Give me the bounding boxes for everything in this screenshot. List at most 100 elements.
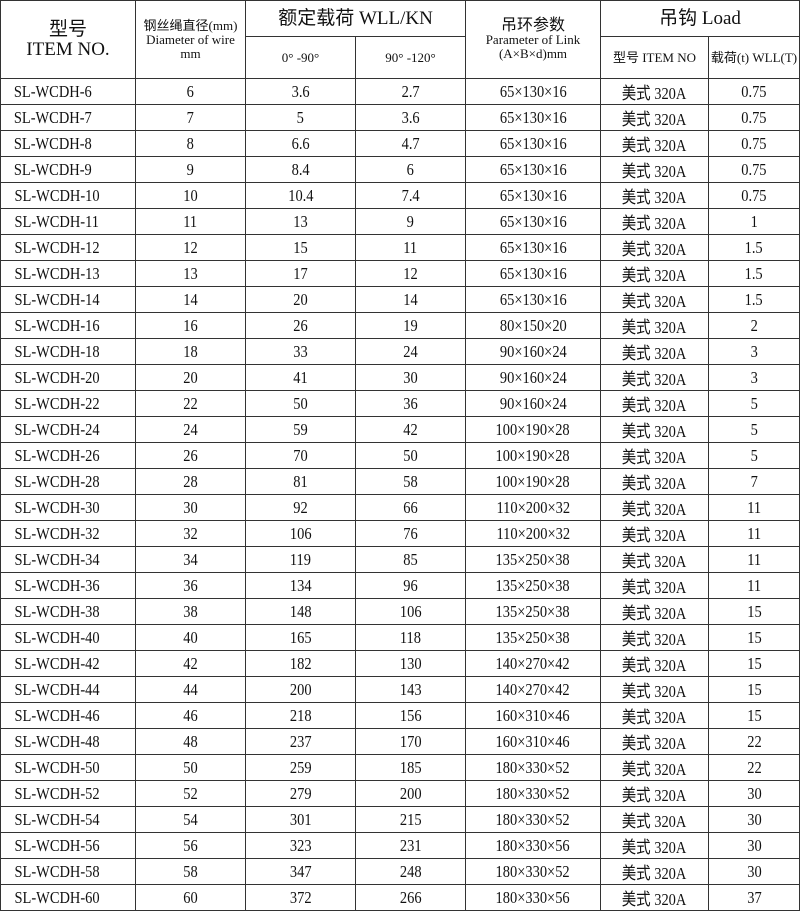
hook-load-value: 0.75: [741, 107, 767, 127]
wll-0-90-value: 33: [293, 341, 308, 361]
link-params-value: 110×200×32: [496, 523, 570, 543]
link-params-value: 135×250×38: [495, 549, 571, 569]
table-row: SL-WCDH-40 40 165 118 135×250×38 美式 320A 15: [0, 624, 800, 651]
wire-diameter-value: 32: [183, 523, 198, 543]
table-row: SL-WCDH-8 8 6.6 4.7 65×130×16 美式 320A 0.75: [0, 130, 800, 157]
item-no-cell: SL-WCDH-7: [0, 104, 136, 131]
link-params-value: 100×190×28: [495, 471, 571, 491]
wll-0-90-cell: 15: [245, 234, 356, 261]
wll-0-90-cell: 50: [245, 390, 356, 417]
wll-0-90-value: 301: [289, 809, 312, 829]
item-no-value: SL-WCDH-11: [14, 211, 100, 231]
link-params-cell: 90×160×24: [465, 390, 601, 417]
wire-diameter-cell: 7: [135, 104, 246, 131]
wire-diameter-value: 18: [183, 341, 198, 361]
wire-diameter-value: 48: [183, 731, 198, 751]
wll-90-120-cell: 6: [355, 156, 466, 183]
wll-0-90-cell: 165: [245, 624, 356, 651]
wll-90-120-value: 266: [399, 887, 422, 907]
wire-diameter-value: 11: [183, 211, 198, 231]
wll-90-120-value: 50: [403, 445, 418, 465]
hook-load-cell: 0.75: [707, 130, 800, 157]
hook-load-cell: 11: [707, 494, 800, 521]
item-no-cell: SL-WCDH-28: [0, 468, 136, 495]
hook-item-value: 美式 320A: [622, 318, 687, 337]
hook-load-value: 7: [750, 471, 758, 491]
wll-0-90-value: 5: [296, 107, 305, 127]
wll-90-120-value: 130: [399, 653, 422, 673]
item-no-value: SL-WCDH-13: [14, 263, 100, 283]
link-params-cell: 90×160×24: [465, 338, 601, 365]
table-row: SL-WCDH-20 20 41 30 90×160×24 美式 320A 3: [0, 364, 800, 391]
wll-90-120-cell: 185: [355, 754, 466, 781]
item-no-value: SL-WCDH-46: [14, 705, 100, 725]
hook-load-value: 37: [746, 887, 762, 907]
table-row: SL-WCDH-42 42 182 130 140×270×42 美式 320A 15: [0, 650, 800, 677]
hook-item-value: 美式 320A: [622, 474, 687, 493]
hook-item-value: 美式 320A: [622, 370, 687, 389]
wll-90-120-value: 12: [403, 263, 418, 283]
wire-diameter-value: 9: [186, 159, 195, 179]
table-row: SL-WCDH-28 28 81 58 100×190×28 美式 320A 7: [0, 468, 800, 495]
wll-0-90-value: 148: [289, 601, 312, 621]
hook-load-value: 0.75: [741, 159, 767, 179]
table-row: SL-WCDH-52 52 279 200 180×330×52 美式 320A 30: [0, 780, 800, 807]
item-no-cell: SL-WCDH-26: [0, 442, 136, 469]
diameter-header-cn: 钢丝绳直径(mm): [143, 17, 238, 33]
wire-diameter-value: 46: [183, 705, 198, 725]
wire-diameter-value: 52: [183, 783, 198, 803]
wire-diameter-value: 38: [183, 601, 198, 621]
item-no-cell: SL-WCDH-9: [0, 156, 136, 183]
hook-item-cell: 美式 320A: [600, 182, 709, 209]
wll-0-90-cell: 148: [245, 598, 356, 625]
link-params-cell: 160×310×46: [465, 702, 601, 729]
link-params-value: 180×330×52: [495, 809, 571, 829]
hook-item-cell: 美式 320A: [600, 494, 709, 521]
item-no-cell: SL-WCDH-40: [0, 624, 136, 651]
link-params-value: 100×190×28: [495, 419, 571, 439]
wll-90-120-cell: 2.7: [355, 78, 466, 105]
link-params-cell: 140×270×42: [465, 676, 601, 703]
hook-load-value: 2: [750, 315, 758, 335]
table-row: SL-WCDH-30 30 92 66 110×200×32 美式 320A 11: [0, 494, 800, 521]
hook-load-value: 15: [746, 679, 762, 699]
table-row: SL-WCDH-50 50 259 185 180×330×52 美式 320A 22: [0, 754, 800, 781]
hook-load-value: 15: [746, 601, 762, 621]
link-params-value: 110×200×32: [496, 497, 570, 517]
item-no-cell: SL-WCDH-56: [0, 832, 136, 859]
hook-item-value: 美式 320A: [622, 214, 687, 233]
table-row: SL-WCDH-6 6 3.6 2.7 65×130×16 美式 320A 0.75: [0, 78, 800, 105]
hook-load-cell: 0.75: [707, 78, 800, 105]
table-row: SL-WCDH-22 22 50 36 90×160×24 美式 320A 5: [0, 390, 800, 417]
item-no-value: SL-WCDH-22: [14, 393, 100, 413]
wll-90-120-value: 9: [406, 211, 415, 231]
hook-load-cell: 15: [707, 624, 800, 651]
wll-90-120-cell: 12: [355, 260, 466, 287]
wire-diameter-value: 16: [183, 315, 198, 335]
wll-0-90-cell: 182: [245, 650, 356, 677]
table-row: SL-WCDH-56 56 323 231 180×330×56 美式 320A 30: [0, 832, 800, 859]
item-no-value: SL-WCDH-28: [14, 471, 100, 491]
hook-item-value: 美式 320A: [622, 812, 687, 831]
link-params-cell: 160×310×46: [465, 728, 601, 755]
wll-0-90-value: 70: [293, 445, 308, 465]
wire-diameter-cell: 26: [135, 442, 246, 469]
wll-0-90-value: 6.6: [291, 133, 310, 153]
wll-0-90-value: 279: [289, 783, 312, 803]
item-no-value: SL-WCDH-20: [14, 367, 100, 387]
link-params-value: 100×190×28: [495, 445, 571, 465]
hook-load-value: 15: [746, 627, 762, 647]
wire-diameter-cell: 36: [135, 572, 246, 599]
wire-diameter-value: 20: [183, 367, 198, 387]
link-params-value: 135×250×38: [495, 575, 571, 595]
item-no-cell: SL-WCDH-32: [0, 520, 136, 547]
item-no-cell: SL-WCDH-20: [0, 364, 136, 391]
link-params-cell: 65×130×16: [465, 182, 601, 209]
wll-90-120-cell: 36: [355, 390, 466, 417]
wll-90-120-cell: 30: [355, 364, 466, 391]
wll-0-90-value: 50: [293, 393, 308, 413]
wll-90-120-value: 185: [399, 757, 422, 777]
wll-90-120-cell: 14: [355, 286, 466, 313]
item-no-cell: SL-WCDH-48: [0, 728, 136, 755]
hook-load-cell: 30: [707, 858, 800, 885]
